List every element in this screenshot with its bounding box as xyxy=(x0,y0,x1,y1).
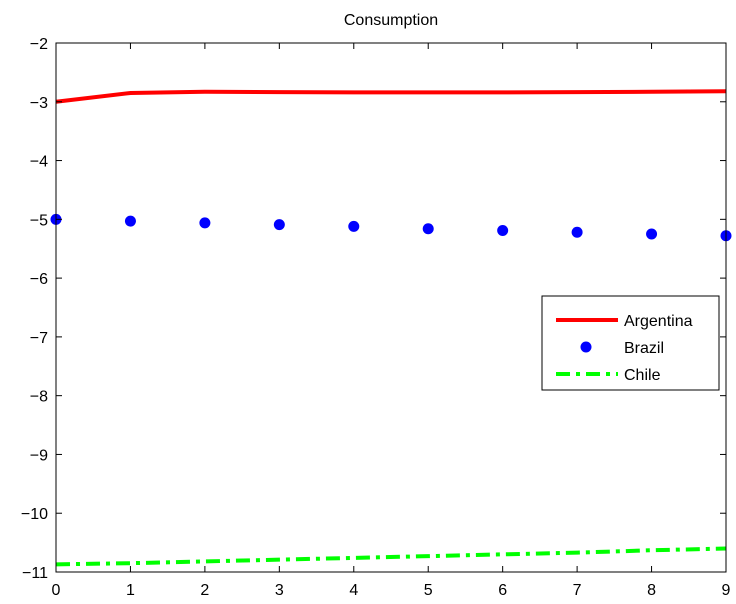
brazil-point xyxy=(422,223,434,235)
y-tick-label: −3 xyxy=(30,95,48,112)
plot-area-frame xyxy=(55,42,727,573)
y-tick-label: −10 xyxy=(21,506,48,523)
chile-line xyxy=(55,546,727,567)
y-tick-label: −6 xyxy=(30,271,48,288)
brazil-point xyxy=(571,226,583,238)
brazil-point xyxy=(497,225,509,237)
brazil-point xyxy=(273,219,285,231)
y-tick-label: −2 xyxy=(30,36,48,53)
x-tick-label: 7 xyxy=(573,582,582,599)
legend-swatch-brazil xyxy=(580,341,592,353)
chart-title: Consumption xyxy=(344,12,438,29)
x-tick-label: 9 xyxy=(722,582,731,599)
x-tick-label: 8 xyxy=(647,582,656,599)
legend-label-argentina: Argentina xyxy=(624,313,693,330)
brazil-point xyxy=(646,228,658,240)
legend: Argentina Brazil Chile xyxy=(541,295,720,391)
legend-label-chile: Chile xyxy=(624,367,661,384)
y-tick-label: −9 xyxy=(30,447,48,464)
legend-label-brazil: Brazil xyxy=(624,340,664,357)
legend-box xyxy=(541,295,720,391)
x-tick-label: 4 xyxy=(349,582,358,599)
plot-marks xyxy=(50,89,732,567)
brazil-point xyxy=(124,215,136,227)
brazil-point xyxy=(348,220,360,232)
y-tick-label: −8 xyxy=(30,389,48,406)
x-tick-label: 0 xyxy=(52,582,61,599)
x-tick-label: 2 xyxy=(200,582,209,599)
x-tick-label: 3 xyxy=(275,582,284,599)
argentina-line xyxy=(55,89,727,104)
axis-ticks: 0 1 2 3 4 5 6 7 8 9 −2 −3 −4 −5 −6 −7 −8 −9 −10 −11 xyxy=(21,36,731,599)
y-tick-label: −5 xyxy=(30,212,48,229)
brazil-point xyxy=(199,217,211,229)
y-tick-label: −7 xyxy=(30,330,48,347)
y-tick-label: −4 xyxy=(30,154,48,171)
x-tick-label: 6 xyxy=(498,582,507,599)
x-tick-label: 5 xyxy=(424,582,433,599)
x-tick-label: 1 xyxy=(126,582,135,599)
y-tick-label: −11 xyxy=(22,565,48,582)
